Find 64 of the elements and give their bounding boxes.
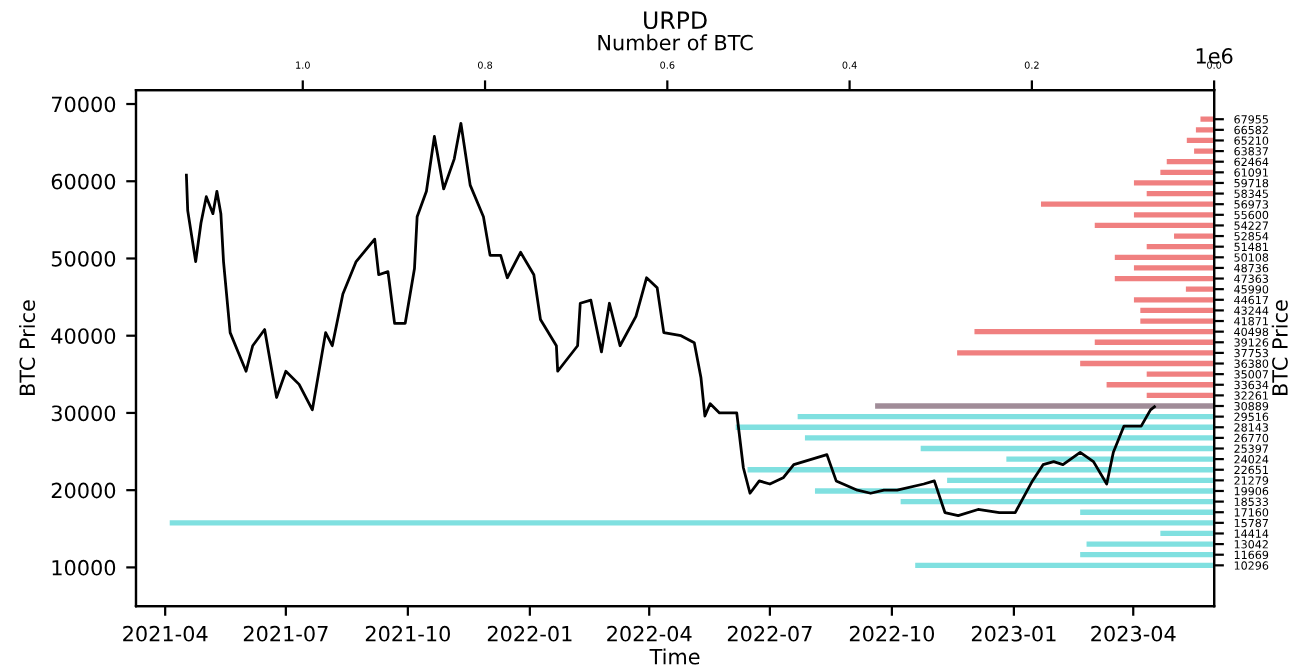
bar	[947, 477, 1215, 484]
chart-title: URPD	[644, 11, 707, 30]
bar	[1094, 222, 1215, 229]
bar	[957, 350, 1215, 356]
bar	[1133, 297, 1215, 303]
bar	[1094, 339, 1215, 345]
bar	[1174, 233, 1215, 239]
bar	[1080, 552, 1215, 558]
x-tick-label: 2023-04	[1091, 625, 1176, 642]
y-tick-label: 60000	[51, 173, 116, 190]
bar	[1106, 382, 1215, 388]
y-tick-label: 70000	[51, 96, 116, 113]
bar	[875, 403, 1215, 409]
bar	[1006, 456, 1215, 462]
bar	[1160, 530, 1215, 537]
bar	[1146, 244, 1215, 250]
bar	[1080, 509, 1215, 515]
x-tick-label: 2023-01	[971, 625, 1056, 642]
bar	[814, 488, 1215, 494]
bar	[1146, 371, 1215, 377]
x-tick-label: 2022-04	[607, 625, 692, 642]
line-series	[185, 121, 1156, 518]
x-axis-title: Number of BTC	[598, 34, 753, 51]
bar	[1140, 307, 1215, 314]
x-tick-label: 2022-07	[727, 625, 812, 642]
bar	[1186, 137, 1215, 144]
y-tick-label: 10000	[52, 559, 116, 576]
bar	[1040, 201, 1215, 207]
bar	[1114, 275, 1215, 282]
x-tick-label: 2022-01	[487, 625, 572, 642]
x-tick-label: 2021-07	[243, 625, 328, 642]
y-tick-label: 40000	[51, 328, 116, 344]
bar	[1133, 180, 1215, 186]
x-tick-label: 2021-10	[365, 625, 450, 642]
bar	[915, 562, 1215, 568]
y-tick-label: 30000	[51, 405, 116, 422]
bar	[1166, 159, 1215, 165]
bar	[1114, 254, 1215, 260]
bar	[900, 498, 1215, 505]
x-axis-title: Time	[649, 648, 700, 665]
bar	[1133, 212, 1215, 218]
bar	[1194, 148, 1215, 154]
x-tick-label: 2022-10	[849, 625, 935, 642]
y-axis-title: BTC Price	[1271, 300, 1288, 395]
bar	[797, 413, 1215, 420]
bar	[735, 424, 1215, 430]
bar	[747, 467, 1215, 473]
bar	[1086, 541, 1215, 547]
bar	[1160, 169, 1215, 175]
bar	[169, 520, 1215, 526]
bar	[1140, 318, 1215, 324]
bar	[974, 329, 1215, 335]
bar	[1133, 265, 1215, 271]
y-axis-title: BTC Price	[19, 300, 36, 395]
bar	[1185, 286, 1215, 292]
bar	[1146, 392, 1215, 399]
bar	[920, 445, 1215, 452]
text: 1e6	[1196, 48, 1233, 64]
bar	[1080, 360, 1215, 367]
bar	[804, 435, 1215, 441]
bar	[1146, 190, 1215, 197]
y-tick-label: 20000	[51, 482, 116, 499]
x-tick-label: 2021-04	[123, 625, 208, 642]
y-tick-label: 50000	[51, 250, 116, 267]
